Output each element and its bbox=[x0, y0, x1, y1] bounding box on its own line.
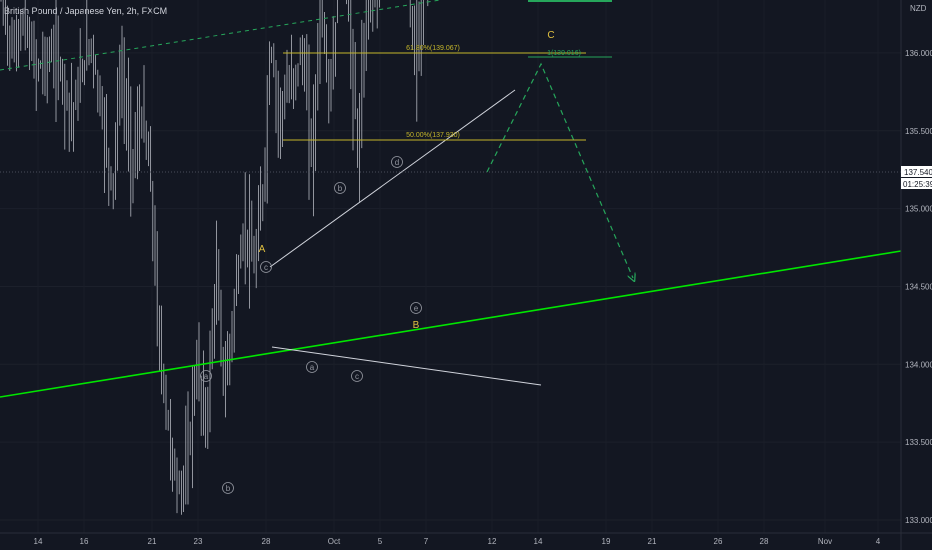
fib-level-label: 61.80%(139.067) bbox=[406, 45, 460, 52]
wedge-lower-line bbox=[271, 346, 542, 386]
x-tick-label: 23 bbox=[194, 537, 203, 546]
x-tick-label: 16 bbox=[80, 537, 89, 546]
x-tick-label: 21 bbox=[648, 537, 657, 546]
minor-wave-label: b bbox=[338, 184, 343, 193]
minor-wave-label: b bbox=[226, 484, 231, 493]
y-tick-label: 136.000 bbox=[905, 49, 932, 58]
currency-label: NZD bbox=[910, 4, 927, 13]
x-tick-label: 28 bbox=[262, 537, 271, 546]
minor-wave-circle bbox=[260, 261, 272, 273]
countdown-tag bbox=[901, 178, 932, 189]
minor-wave-circle bbox=[410, 302, 422, 314]
x-tick-label: Nov bbox=[818, 537, 832, 546]
minor-wave-circle bbox=[306, 361, 318, 373]
price-bars bbox=[0, 0, 429, 515]
major-wave-label: C bbox=[547, 30, 554, 41]
minor-wave-label: a bbox=[310, 363, 315, 372]
minor-wave-circle bbox=[222, 482, 234, 494]
y-tick-label: 134.000 bbox=[905, 360, 932, 369]
minor-wave-circle bbox=[391, 156, 403, 168]
minor-wave-circle bbox=[200, 370, 212, 382]
chart-title: British Pound / Japanese Yen, 2h, FXCM bbox=[4, 6, 168, 16]
y-tick-label: 135.500 bbox=[905, 127, 932, 136]
y-tick-label: 133.500 bbox=[905, 438, 932, 447]
x-tick-label: 21 bbox=[148, 537, 157, 546]
x-tick-label: 5 bbox=[378, 537, 383, 546]
minor-wave-circle bbox=[334, 182, 346, 194]
x-tick-label: 7 bbox=[424, 537, 429, 546]
grid-lines bbox=[0, 0, 901, 533]
y-tick-label: 133.000 bbox=[905, 516, 932, 525]
x-tick-label: 19 bbox=[602, 537, 611, 546]
minor-wave-label: c bbox=[355, 372, 359, 381]
last-price-value: 137.540 bbox=[904, 168, 932, 177]
projection-label: 1(139.016) bbox=[547, 50, 581, 57]
support-trendline bbox=[0, 250, 902, 398]
y-tick-label: 135.000 bbox=[905, 205, 932, 214]
minor-wave-label: d bbox=[395, 158, 399, 167]
major-wave-label: B bbox=[413, 320, 420, 331]
y-tick-label: 134.500 bbox=[905, 282, 932, 291]
x-tick-label: 14 bbox=[534, 537, 543, 546]
minor-wave-circle bbox=[351, 370, 363, 382]
x-tick-label: Oct bbox=[328, 537, 341, 546]
x-tick-label: 14 bbox=[34, 537, 43, 546]
x-tick-label: 26 bbox=[714, 537, 723, 546]
major-wave-label: A bbox=[259, 244, 266, 255]
wedge-upper-line bbox=[269, 89, 516, 268]
minor-wave-label: c bbox=[264, 263, 268, 272]
fib-level-label: 50.00%(137.930) bbox=[406, 132, 460, 139]
x-tick-label: 28 bbox=[760, 537, 769, 546]
minor-wave-label: e bbox=[414, 304, 419, 313]
projection-path bbox=[486, 62, 633, 278]
drawings: 61.80%(139.067) 50.00%(137.930) 1(139.016)… bbox=[0, 0, 902, 494]
countdown-value: 01:25:39 bbox=[903, 180, 932, 189]
last-price-tag bbox=[901, 166, 932, 177]
upper-dashed-trendline bbox=[0, 0, 441, 71]
x-tick-label: 12 bbox=[488, 537, 497, 546]
x-tick-label: 4 bbox=[876, 537, 881, 546]
minor-wave-label: a bbox=[204, 372, 209, 381]
